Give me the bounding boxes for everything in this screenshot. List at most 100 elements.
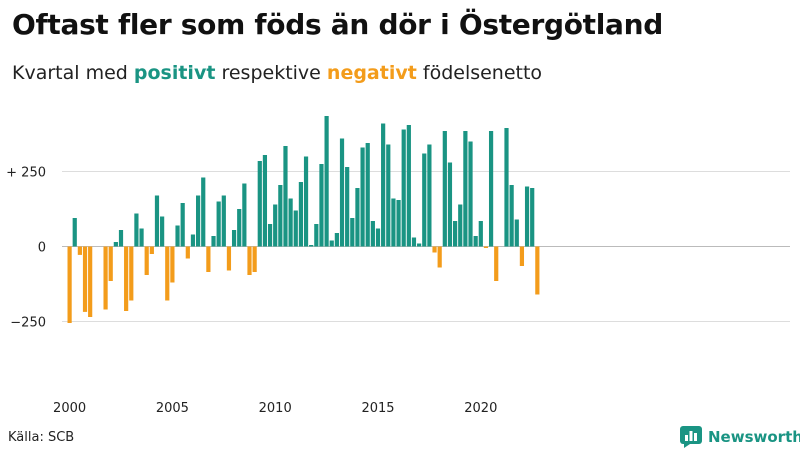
bar [494, 246, 499, 281]
bar [519, 246, 525, 266]
bar [129, 246, 134, 301]
x-tick-label: 2015 [361, 401, 394, 416]
bar [386, 144, 391, 247]
bar [216, 201, 221, 247]
bar [509, 185, 514, 247]
bar [211, 236, 216, 247]
bar [283, 146, 288, 247]
bar [370, 221, 375, 247]
x-tick-label: 2020 [464, 401, 497, 416]
bar [535, 246, 540, 295]
y-tick-label: + 250 [6, 166, 46, 181]
bar [303, 156, 309, 247]
subtitle-suffix: födelsenetto [422, 62, 543, 84]
bar [365, 143, 370, 247]
bar [160, 216, 165, 247]
bar [381, 123, 386, 247]
bar [463, 131, 468, 247]
bar [319, 164, 324, 247]
bar [82, 246, 88, 312]
bar [88, 246, 93, 317]
bar [483, 246, 489, 248]
bar [108, 246, 113, 281]
bar [175, 225, 180, 247]
bar [134, 213, 139, 247]
source-label: Källa: SCB [8, 430, 75, 445]
bar [242, 183, 247, 247]
bar [422, 153, 427, 247]
bar [170, 246, 175, 283]
bar [221, 195, 226, 247]
bar [293, 210, 298, 247]
bar [396, 200, 401, 247]
x-tick-label: 2010 [259, 401, 292, 416]
bar [401, 129, 406, 247]
brand-name: Newsworthy [708, 428, 800, 446]
bar [417, 243, 422, 247]
chart-subtitle: Kvartal med positivt respektive negativt… [12, 62, 542, 84]
bar [226, 246, 232, 271]
subtitle-negative: negativt [326, 62, 417, 84]
bar [149, 246, 154, 254]
bar [530, 188, 535, 247]
bar [154, 195, 160, 247]
bar [113, 242, 118, 247]
bar [139, 228, 144, 247]
bar [329, 240, 334, 247]
newsworthy-logo-icon [680, 426, 702, 448]
bar [514, 219, 519, 247]
bar [118, 230, 124, 247]
y-tick-label: 0 [38, 241, 46, 256]
bar [442, 131, 447, 247]
bar [288, 198, 293, 247]
bar [468, 141, 473, 247]
bar [524, 186, 530, 247]
bar [473, 236, 478, 247]
bar [324, 116, 329, 247]
brand-logo: Newsworthy [680, 426, 800, 448]
bar [237, 209, 242, 247]
bar [185, 246, 190, 259]
bar [72, 218, 77, 247]
bar [206, 246, 211, 272]
bar [375, 228, 381, 247]
bar [334, 233, 339, 247]
subtitle-positive: positivt [133, 62, 216, 84]
bar [314, 224, 319, 247]
bar [406, 125, 411, 247]
bar [427, 144, 432, 247]
bar [504, 128, 509, 247]
bar [144, 246, 149, 275]
bar [124, 246, 129, 311]
bar [77, 246, 82, 255]
bar [453, 221, 458, 247]
bar [257, 161, 262, 247]
bar [437, 246, 442, 268]
bar [273, 204, 278, 247]
y-tick-label: −250 [10, 316, 46, 331]
bar [201, 177, 206, 247]
bar [309, 245, 314, 247]
bar [447, 162, 453, 247]
bar [67, 246, 72, 323]
bar [267, 224, 273, 247]
bar [411, 237, 417, 247]
bar [478, 221, 483, 247]
bar [262, 155, 268, 247]
bar [252, 246, 257, 272]
bar [458, 204, 463, 247]
x-tick-label: 2000 [53, 401, 86, 416]
chart-title: Oftast fler som föds än dör i Östergötla… [12, 8, 664, 41]
bar [360, 147, 365, 247]
x-tick-label: 2005 [156, 401, 189, 416]
subtitle-prefix: Kvartal med [12, 62, 128, 84]
subtitle-middle: respektive [221, 62, 321, 84]
bar [190, 234, 196, 247]
bar [339, 138, 345, 247]
bar [231, 230, 237, 247]
bar [103, 246, 108, 310]
bar [350, 218, 355, 247]
bar [278, 185, 283, 247]
bar [488, 131, 494, 247]
bar [165, 246, 170, 301]
